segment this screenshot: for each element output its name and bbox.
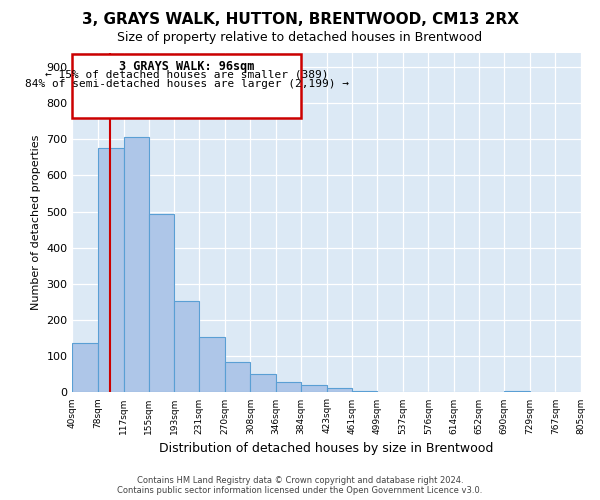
Text: Contains HM Land Registry data © Crown copyright and database right 2024.
Contai: Contains HM Land Registry data © Crown c…	[118, 476, 482, 495]
Bar	[98, 148, 124, 392]
Text: Size of property relative to detached houses in Brentwood: Size of property relative to detached ho…	[118, 31, 482, 44]
Bar	[124, 138, 149, 392]
Text: 84% of semi-detached houses are larger (2,199) →: 84% of semi-detached houses are larger (…	[25, 78, 349, 88]
Bar	[504, 390, 530, 392]
Y-axis label: Number of detached properties: Number of detached properties	[31, 135, 41, 310]
Text: 3, GRAYS WALK, HUTTON, BRENTWOOD, CM13 2RX: 3, GRAYS WALK, HUTTON, BRENTWOOD, CM13 2…	[82, 12, 518, 28]
Text: ← 15% of detached houses are smaller (389): ← 15% of detached houses are smaller (38…	[45, 70, 328, 80]
Text: 3 GRAYS WALK: 96sqm: 3 GRAYS WALK: 96sqm	[119, 60, 254, 74]
X-axis label: Distribution of detached houses by size in Brentwood: Distribution of detached houses by size …	[159, 442, 494, 455]
Bar	[275, 382, 301, 392]
Bar	[250, 374, 275, 392]
Bar	[149, 214, 174, 392]
Bar	[174, 302, 199, 392]
Bar	[73, 343, 98, 392]
Bar	[301, 385, 327, 392]
Bar	[327, 388, 352, 392]
Bar	[199, 338, 225, 392]
FancyBboxPatch shape	[73, 54, 301, 118]
Bar	[225, 362, 250, 392]
Bar	[352, 390, 377, 392]
